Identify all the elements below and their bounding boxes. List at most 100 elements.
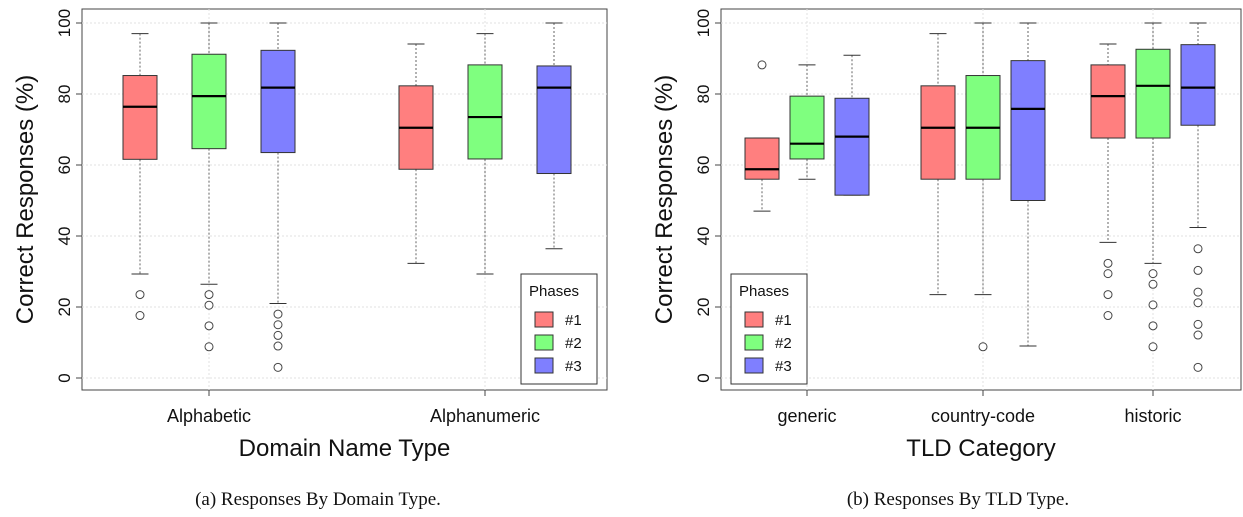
y-tick-label: 0 — [55, 373, 74, 382]
legend-label-phase1: #1 — [565, 312, 582, 329]
outlier-point — [757, 60, 767, 70]
outlier-point — [273, 309, 283, 319]
box-generic-phase3 — [834, 54, 870, 196]
box-generic-phase1 — [744, 60, 780, 212]
box-iqr — [789, 95, 825, 160]
x-tick-label: historic — [1124, 406, 1181, 426]
x-axis-title: TLD Category — [906, 435, 1055, 462]
box-iqr — [744, 137, 780, 180]
outlier-point — [204, 290, 214, 300]
y-tick-label: 60 — [55, 156, 74, 175]
box-iqr — [834, 97, 870, 196]
legend-label-phase2: #2 — [775, 335, 792, 352]
x-tick-label: generic — [777, 406, 836, 426]
y-tick-label: 100 — [55, 9, 74, 37]
box-iqr — [536, 65, 572, 175]
outlier-point — [1103, 269, 1113, 279]
box-historic-phase3 — [1180, 22, 1216, 372]
legend-label-phase3: #3 — [565, 358, 582, 375]
legend-label-phase2: #2 — [565, 335, 582, 352]
legend: Phases #1 #2 #3 — [730, 273, 808, 385]
outlier-point — [1193, 362, 1203, 372]
legend-label-phase3: #3 — [775, 358, 792, 375]
outlier-point — [1148, 269, 1158, 279]
y-axis-title: Correct Responses (%) — [12, 75, 39, 324]
chart-domain-type: 0 20 40 60 80 100 Correct Responses (%) Domain … — [12, 8, 608, 462]
outlier-point — [1148, 300, 1158, 310]
box-iqr — [122, 75, 158, 160]
legend-swatch-phase3 — [534, 357, 554, 374]
box-iqr — [467, 64, 503, 160]
box-historic-phase1 — [1090, 43, 1126, 321]
x-axis-title: Domain Name Type — [239, 435, 451, 462]
chart-tld-type: 0 20 40 60 80 100 Correct Responses (%) TLD Cat… — [651, 8, 1242, 462]
box-alphabetic-phase3 — [260, 22, 296, 372]
outlier-point — [1193, 298, 1203, 308]
outlier-point — [1148, 321, 1158, 331]
legend-swatch-phase1 — [744, 311, 764, 328]
legend-title: Phases — [739, 283, 789, 300]
legend-frame — [520, 273, 598, 385]
box-alphabetic-phase2 — [191, 22, 227, 352]
outlier-point — [273, 330, 283, 340]
x-tick-label: Alphanumeric — [430, 406, 540, 426]
outlier-point — [204, 321, 214, 331]
box-alphanumeric-phase2 — [467, 33, 503, 275]
outlier-point — [1193, 319, 1203, 329]
x-tick-label: Alphabetic — [167, 406, 251, 426]
x-tick-label: country-code — [931, 406, 1035, 426]
outlier-point — [1193, 330, 1203, 340]
box-alphanumeric-phase1 — [398, 43, 434, 264]
outlier-point — [135, 311, 145, 321]
legend-swatch-phase1 — [534, 311, 554, 328]
box-historic-phase2 — [1135, 22, 1171, 352]
box-iqr — [1135, 48, 1171, 139]
outlier-point — [273, 341, 283, 351]
outlier-point — [1103, 258, 1113, 268]
box-iqr — [1180, 44, 1216, 126]
y-tick-label: 80 — [694, 85, 713, 104]
y-tick-label: 40 — [55, 227, 74, 246]
box-iqr — [260, 49, 296, 154]
outlier-point — [1193, 244, 1203, 254]
legend-label-phase1: #1 — [775, 312, 792, 329]
legend-title: Phases — [529, 283, 579, 300]
box-iqr — [920, 85, 956, 180]
outlier-point — [1193, 265, 1203, 275]
box-iqr — [1090, 64, 1126, 139]
legend-swatch-phase2 — [744, 334, 764, 351]
outlier-point — [204, 342, 214, 352]
y-tick-label: 100 — [694, 9, 713, 37]
legend: Phases #1 #2 #3 — [520, 273, 598, 385]
box-iqr — [191, 53, 227, 150]
plot-frame — [81, 8, 608, 391]
outlier-point — [1103, 311, 1113, 321]
outlier-point — [1148, 342, 1158, 352]
outlier-point — [204, 300, 214, 310]
outlier-point — [1193, 287, 1203, 297]
y-tick-label: 20 — [694, 298, 713, 317]
outlier-point — [978, 342, 988, 352]
y-tick-label: 0 — [694, 373, 713, 382]
outlier-point — [135, 290, 145, 300]
legend-swatch-phase3 — [744, 357, 764, 374]
box-iqr — [1010, 60, 1046, 201]
y-tick-label: 60 — [694, 156, 713, 175]
box-alphabetic-phase1 — [122, 33, 158, 321]
box-country-code-phase2 — [965, 22, 1001, 352]
caption-a: (a) Responses By Domain Type. — [195, 489, 441, 510]
caption-b: (b) Responses By TLD Type. — [847, 489, 1069, 510]
legend-frame — [730, 273, 808, 385]
box-generic-phase2 — [789, 64, 825, 180]
legend-swatch-phase2 — [534, 334, 554, 351]
outlier-point — [1103, 290, 1113, 300]
box-alphanumeric-phase3 — [536, 22, 572, 250]
outlier-point — [273, 320, 283, 330]
y-tick-label: 20 — [55, 298, 74, 317]
y-tick-label: 40 — [694, 227, 713, 246]
box-country-code-phase3 — [1010, 22, 1046, 347]
plot-frame — [720, 8, 1242, 391]
y-axis-title: Correct Responses (%) — [651, 75, 678, 324]
y-tick-label: 80 — [55, 85, 74, 104]
